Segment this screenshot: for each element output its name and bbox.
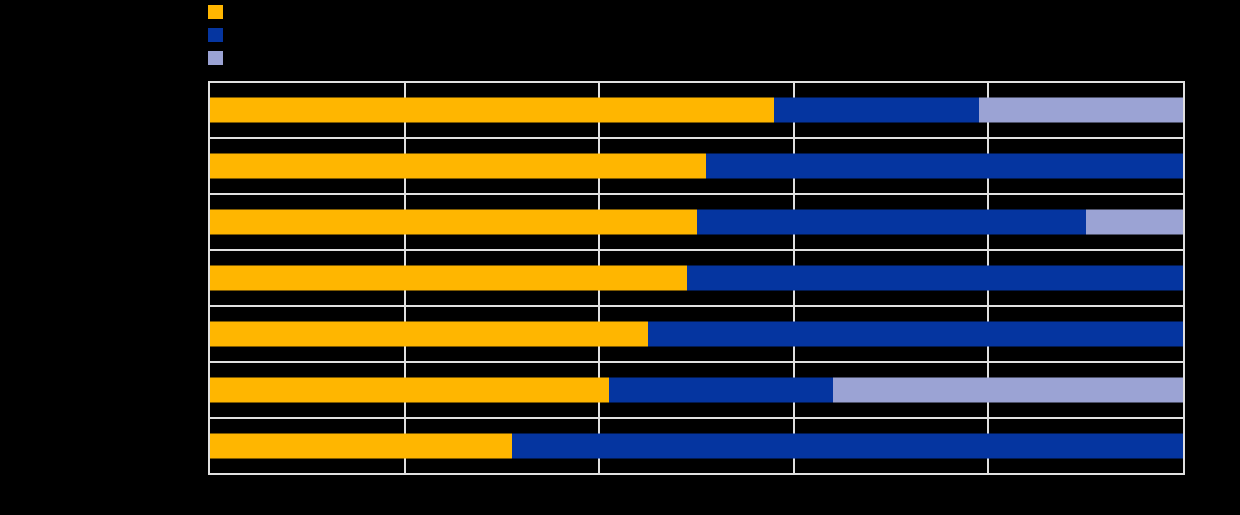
bar-row <box>210 361 1183 417</box>
bar-segment-dark-blue <box>706 153 1183 179</box>
light-purple-series-swatch <box>208 51 223 65</box>
stacked-bar <box>210 321 1183 347</box>
bar-segment-yellow <box>210 265 687 291</box>
bar-segment-yellow <box>210 97 775 123</box>
dark-blue-series-swatch <box>208 28 223 42</box>
bar-row <box>210 193 1183 249</box>
bar-row <box>210 305 1183 361</box>
legend-item <box>208 5 229 19</box>
bar-row <box>210 83 1183 137</box>
stacked-bar <box>210 209 1183 235</box>
bar-row <box>210 137 1183 193</box>
stacked-bar <box>210 265 1183 291</box>
stacked-bar <box>210 153 1183 179</box>
bar-segment-dark-blue <box>696 209 1086 235</box>
bar-rows <box>210 83 1183 473</box>
bar-segment-light-purple <box>1085 209 1183 235</box>
legend-item <box>208 51 229 65</box>
bar-segment-yellow <box>210 209 697 235</box>
bar-segment-yellow <box>210 321 648 347</box>
plot-area <box>208 81 1185 475</box>
bar-segment-light-purple <box>832 377 1183 403</box>
bar-segment-dark-blue <box>647 321 1183 347</box>
stacked-bar <box>210 377 1183 403</box>
yellow-series-swatch <box>208 5 223 19</box>
bar-segment-yellow <box>210 377 609 403</box>
bar-segment-dark-blue <box>511 433 1183 459</box>
legend-item <box>208 28 229 42</box>
bar-row <box>210 249 1183 305</box>
bar-row <box>210 417 1183 473</box>
bar-segment-yellow <box>210 153 707 179</box>
chart-legend <box>208 5 229 65</box>
bar-segment-dark-blue <box>774 97 979 123</box>
stacked-bar <box>210 97 1183 123</box>
bar-segment-dark-blue <box>686 265 1183 291</box>
stacked-bar <box>210 433 1183 459</box>
bar-segment-yellow <box>210 433 512 459</box>
bar-segment-dark-blue <box>608 377 833 403</box>
bar-segment-light-purple <box>978 97 1183 123</box>
